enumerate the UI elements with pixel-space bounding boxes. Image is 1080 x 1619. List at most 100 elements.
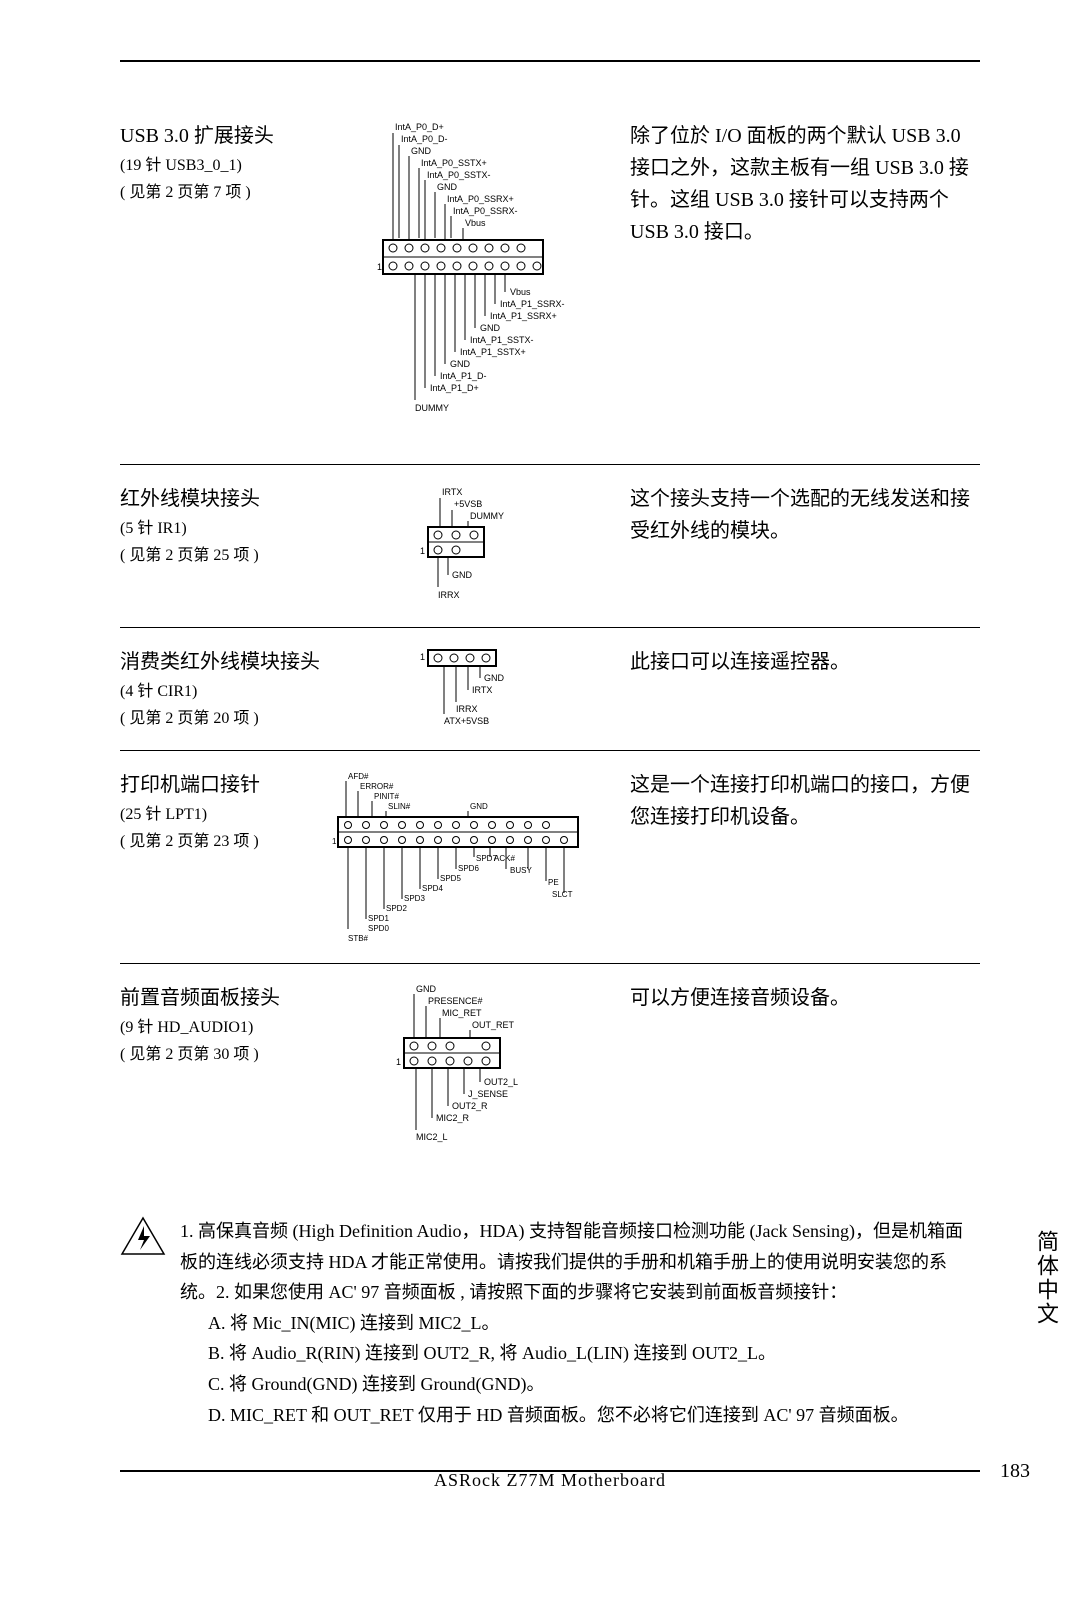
- svg-text:1: 1: [332, 837, 337, 846]
- svg-text:GND: GND: [450, 359, 471, 369]
- sec1-sub2: ( 见第 2 页第 7 项 ): [120, 179, 330, 206]
- svg-text:1: 1: [420, 546, 425, 556]
- svg-text:MIC2_L: MIC2_L: [416, 1132, 448, 1142]
- svg-text:IntA_P0_D-: IntA_P0_D-: [401, 134, 448, 144]
- svg-text:OUT2_L: OUT2_L: [484, 1077, 518, 1087]
- svg-text:IntA_P1_SSRX+: IntA_P1_SSRX+: [490, 311, 557, 321]
- sec5-title: 前置音频面板接头: [120, 982, 330, 1014]
- svg-text:AFD#: AFD#: [348, 772, 369, 781]
- sec2-diagram: IRTX +5VSB DUMMY 1: [330, 483, 610, 613]
- svg-text:SLIN#: SLIN#: [388, 802, 411, 811]
- svg-text:MIC2_R: MIC2_R: [436, 1113, 470, 1123]
- sec5-diagram: GND PRESENCE# MIC_RET OUT_RET 1: [330, 982, 610, 1172]
- svg-text:1: 1: [420, 652, 425, 662]
- svg-text:GND: GND: [452, 570, 473, 580]
- svg-text:SPD4: SPD4: [422, 884, 443, 893]
- language-tab: 简体中文: [1030, 1230, 1062, 1326]
- sec4-title: 打印机端口接针: [120, 769, 330, 801]
- svg-text:IntA_P1_SSTX+: IntA_P1_SSTX+: [460, 347, 526, 357]
- sec3-desc: 此接口可以连接遥控器。: [630, 646, 980, 678]
- svg-text:+5VSB: +5VSB: [454, 499, 482, 509]
- sec1-sub1: (19 针 USB3_0_1): [120, 152, 330, 179]
- svg-text:BUSY: BUSY: [510, 866, 532, 875]
- svg-text:1: 1: [396, 1057, 401, 1067]
- sec1-title: USB 3.0 扩展接头: [120, 120, 330, 152]
- svg-text:IntA_P1_D-: IntA_P1_D-: [440, 371, 487, 381]
- svg-text:DUMMY: DUMMY: [470, 511, 504, 521]
- svg-text:GND: GND: [484, 673, 505, 683]
- svg-text:SPD5: SPD5: [440, 874, 461, 883]
- svg-text:SPD1: SPD1: [368, 914, 389, 923]
- svg-text:IRTX: IRTX: [442, 487, 462, 497]
- svg-text:STB#: STB#: [348, 934, 369, 943]
- svg-text:IntA_P0_SSTX-: IntA_P0_SSTX-: [427, 170, 491, 180]
- sec1-diagram: IntA_P0_D+ IntA_P0_D- GND IntA_P0_SSTX+ …: [330, 120, 610, 450]
- sec4-desc: 这是一个连接打印机端口的接口，方便您连接打印机设备。: [630, 769, 980, 833]
- svg-text:GND: GND: [480, 323, 501, 333]
- sec5-sub2: ( 见第 2 页第 30 项 ): [120, 1041, 330, 1068]
- sec2-desc: 这个接头支持一个选配的无线发送和接受红外线的模块。: [630, 483, 980, 547]
- svg-text:PE: PE: [548, 878, 559, 887]
- sec3-sub2: ( 见第 2 页第 20 项 ): [120, 705, 330, 732]
- svg-text:1: 1: [377, 262, 382, 272]
- svg-text:IntA_P0_D+: IntA_P0_D+: [395, 122, 444, 132]
- sec3-diagram: 1 GND IRTX IRRX ATX+5VSB: [330, 646, 610, 736]
- svg-text:OUT2_R: OUT2_R: [452, 1101, 488, 1111]
- sec2-title: 红外线模块接头: [120, 483, 330, 515]
- svg-text:Vbus: Vbus: [465, 218, 486, 228]
- section-ir: 红外线模块接头 (5 针 IR1) ( 见第 2 页第 25 项 ) IRTX …: [120, 465, 980, 628]
- sec4-sub2: ( 见第 2 页第 23 项 ): [120, 828, 330, 855]
- section-hdaudio: 前置音频面板接头 (9 针 HD_AUDIO1) ( 见第 2 页第 30 项 …: [120, 964, 980, 1186]
- svg-text:GND: GND: [411, 146, 432, 156]
- footer-model: ASRock Z77M Motherboard: [434, 1470, 666, 1491]
- svg-text:SPD3: SPD3: [404, 894, 425, 903]
- svg-text:PINIT#: PINIT#: [374, 792, 399, 801]
- sec4-sub1: (25 针 LPT1): [120, 801, 330, 828]
- section-usb3: USB 3.0 扩展接头 (19 针 USB3_0_1) ( 见第 2 页第 7…: [120, 102, 980, 465]
- note-a: A. 将 Mic_IN(MIC) 连接到 MIC2_L。: [180, 1308, 980, 1339]
- note-lead: 1. 高保真音频 (High Definition Audio，HDA) 支持智…: [180, 1216, 980, 1308]
- svg-text:SPD2: SPD2: [386, 904, 407, 913]
- section-cir: 消费类红外线模块接头 (4 针 CIR1) ( 见第 2 页第 20 项 ) 1: [120, 628, 980, 751]
- svg-text:J_SENSE: J_SENSE: [468, 1089, 508, 1099]
- svg-text:IntA_P1_D+: IntA_P1_D+: [430, 383, 479, 393]
- svg-text:IntA_P1_SSTX-: IntA_P1_SSTX-: [470, 335, 534, 345]
- sec2-sub2: ( 见第 2 页第 25 项 ): [120, 542, 330, 569]
- svg-text:SLCT: SLCT: [552, 890, 573, 899]
- svg-text:IRRX: IRRX: [438, 590, 460, 600]
- note-d: D. MIC_RET 和 OUT_RET 仅用于 HD 音频面板。您不必将它们连…: [180, 1400, 980, 1431]
- svg-text:DUMMY: DUMMY: [415, 403, 449, 413]
- svg-text:SPD0: SPD0: [368, 924, 389, 933]
- sec4-diagram: AFD# ERROR# PINIT# SLIN# GND: [330, 769, 610, 949]
- svg-text:SPD6: SPD6: [458, 864, 479, 873]
- svg-text:OUT_RET: OUT_RET: [472, 1020, 515, 1030]
- svg-text:ERROR#: ERROR#: [360, 782, 394, 791]
- svg-text:ACK#: ACK#: [494, 854, 515, 863]
- svg-text:GND: GND: [470, 802, 488, 811]
- svg-text:IRRX: IRRX: [456, 704, 478, 714]
- note-c: C. 将 Ground(GND) 连接到 Ground(GND)。: [180, 1369, 980, 1400]
- svg-text:IntA_P0_SSRX-: IntA_P0_SSRX-: [453, 206, 518, 216]
- top-rule: [120, 60, 980, 62]
- sec5-desc: 可以方便连接音频设备。: [630, 982, 980, 1014]
- page-number: 183: [1000, 1460, 1030, 1483]
- sec3-title: 消费类红外线模块接头: [120, 646, 330, 678]
- svg-text:MIC_RET: MIC_RET: [442, 1008, 482, 1018]
- svg-text:IRTX: IRTX: [472, 685, 492, 695]
- svg-text:IntA_P0_SSTX+: IntA_P0_SSTX+: [421, 158, 487, 168]
- svg-text:PRESENCE#: PRESENCE#: [428, 996, 483, 1006]
- section-lpt: 打印机端口接针 (25 针 LPT1) ( 见第 2 页第 23 项 ) AFD…: [120, 751, 980, 964]
- sec2-sub1: (5 针 IR1): [120, 515, 330, 542]
- svg-text:IntA_P0_SSRX+: IntA_P0_SSRX+: [447, 194, 514, 204]
- svg-text:GND: GND: [416, 984, 437, 994]
- note-box: 1. 高保真音频 (High Definition Audio，HDA) 支持智…: [120, 1206, 980, 1440]
- svg-text:ATX+5VSB: ATX+5VSB: [444, 716, 489, 726]
- svg-text:GND: GND: [437, 182, 458, 192]
- note-b: B. 将 Audio_R(RIN) 连接到 OUT2_R, 将 Audio_L(…: [180, 1338, 980, 1369]
- svg-text:Vbus: Vbus: [510, 287, 531, 297]
- svg-text:IntA_P1_SSRX-: IntA_P1_SSRX-: [500, 299, 565, 309]
- lightning-icon: [120, 1216, 170, 1430]
- sec5-sub1: (9 针 HD_AUDIO1): [120, 1014, 330, 1041]
- sec3-sub1: (4 针 CIR1): [120, 678, 330, 705]
- sec1-desc: 除了位於 I/O 面板的两个默认 USB 3.0 接口之外，这款主板有一组 US…: [630, 120, 980, 248]
